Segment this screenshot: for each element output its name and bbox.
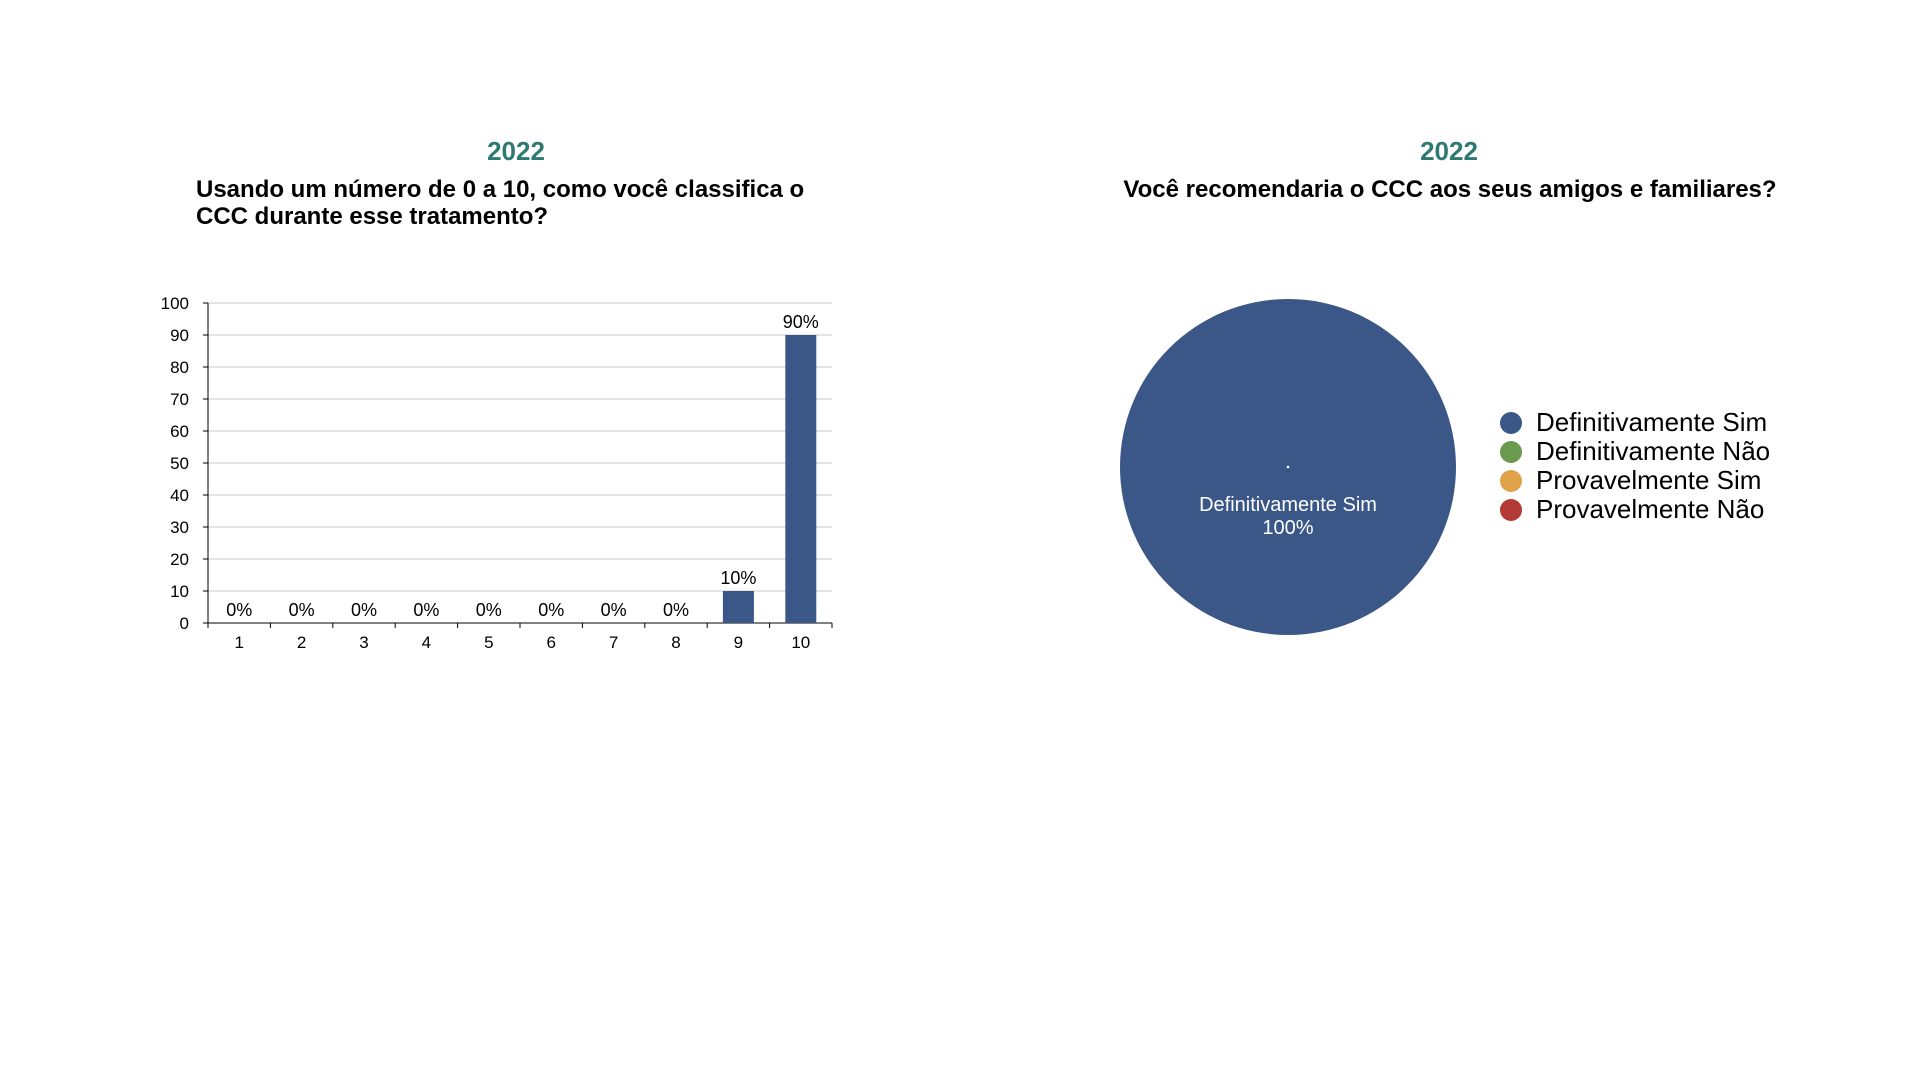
pie-chart-title: Você recomendaria o CCC aos seus amigos … [1123, 176, 1777, 203]
x-tick-label-6: 6 [546, 633, 555, 652]
pie-chart-year: 2022 [1420, 136, 1478, 166]
data-label-1: 0% [226, 600, 252, 620]
pie-slice-percent: 100% [1262, 517, 1313, 539]
data-label-6: 0% [538, 600, 564, 620]
pie-center-dot [1286, 465, 1290, 469]
bar-9 [722, 591, 754, 623]
legend-item-provavelmente-nao: Provavelmente Não [1500, 495, 1770, 524]
bar-chart-year: 2022 [487, 136, 545, 166]
legend-label: Provavelmente Não [1536, 494, 1765, 524]
x-tick-label-10: 10 [791, 633, 810, 652]
y-tick-label: 60 [170, 422, 189, 441]
data-label-7: 0% [601, 600, 627, 620]
x-tick-label-5: 5 [484, 633, 493, 652]
bar-chart: 01020304050607080901000%10%20%30%40%50%6… [161, 294, 833, 652]
bar-chart-title: Usando um número de 0 a 10, como você cl… [196, 176, 805, 230]
pie-slice-definitivamente-sim [1120, 299, 1456, 635]
pie-legend: Definitivamente Sim Definitivamente Não … [1500, 408, 1770, 524]
legend-item-definitivamente-sim: Definitivamente Sim [1500, 408, 1770, 437]
y-tick-label: 100 [161, 294, 189, 313]
data-label-8: 0% [663, 600, 689, 620]
x-tick-label-9: 9 [734, 633, 743, 652]
legend-swatch [1500, 469, 1522, 492]
data-label-3: 0% [351, 600, 377, 620]
y-tick-label: 0 [180, 614, 189, 633]
legend-swatch [1500, 498, 1522, 521]
y-tick-label: 30 [170, 518, 189, 537]
legend-item-definitivamente-nao: Definitivamente Não [1500, 437, 1770, 466]
y-tick-label: 50 [170, 454, 189, 473]
data-label-5: 0% [476, 600, 502, 620]
y-tick-label: 80 [170, 358, 189, 377]
data-label-4: 0% [413, 600, 439, 620]
y-tick-label: 90 [170, 326, 189, 345]
legend-label: Definitivamente Sim [1536, 407, 1768, 437]
y-tick-label: 20 [170, 550, 189, 569]
x-tick-label-2: 2 [297, 633, 306, 652]
legend-swatch [1500, 411, 1522, 434]
x-tick-label-7: 7 [609, 633, 618, 652]
x-tick-label-3: 3 [359, 633, 368, 652]
legend-label: Definitivamente Não [1536, 436, 1771, 466]
y-tick-label: 70 [170, 390, 189, 409]
data-label-10: 90% [783, 312, 819, 332]
pie-slice-label: Definitivamente Sim [1199, 494, 1377, 516]
y-tick-label: 40 [170, 486, 189, 505]
bar-10 [785, 335, 817, 623]
data-label-9: 10% [720, 568, 756, 588]
x-tick-label-1: 1 [234, 633, 243, 652]
data-label-2: 0% [289, 600, 315, 620]
legend-item-provavelmente-sim: Provavelmente Sim [1500, 466, 1770, 495]
legend-swatch [1500, 440, 1522, 463]
y-tick-label: 10 [170, 582, 189, 601]
legend-label: Provavelmente Sim [1536, 465, 1762, 495]
x-tick-label-8: 8 [671, 633, 680, 652]
x-tick-label-4: 4 [422, 633, 431, 652]
